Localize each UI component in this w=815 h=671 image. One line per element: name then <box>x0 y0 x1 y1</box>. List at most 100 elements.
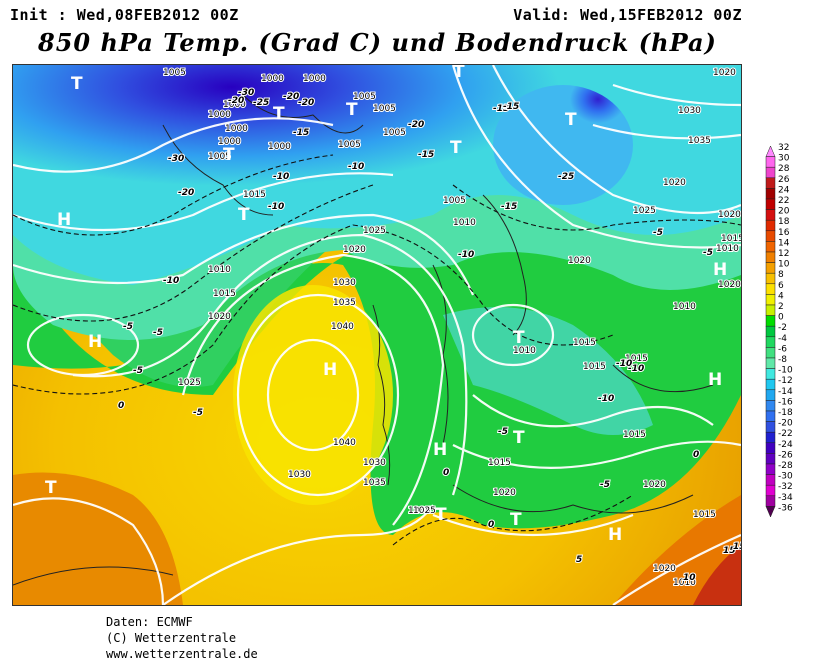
isotherm-label: -10 <box>458 250 474 260</box>
isotherm-label: -5 <box>703 248 713 258</box>
legend-swatch <box>765 145 776 157</box>
legend-swatch <box>765 230 776 242</box>
isobar-label: 1010 <box>673 578 696 588</box>
isotherm-label: 10 <box>683 573 696 583</box>
isobar-label: 1010 <box>513 346 536 356</box>
legend-label: 26 <box>778 175 790 185</box>
pressure-center-label: T <box>71 74 83 94</box>
legend-label: 32 <box>778 143 789 153</box>
legend-swatch <box>765 347 776 359</box>
isotherm-label: -10 <box>268 202 284 212</box>
orange-field-sw <box>13 472 183 605</box>
pressure-center-label: T <box>238 205 250 225</box>
legend-label: -32 <box>778 482 793 492</box>
legend-swatch <box>765 188 776 200</box>
legend-label: -24 <box>778 440 793 450</box>
isotherm-label: -15 <box>493 104 509 114</box>
legend-label: -26 <box>778 450 793 460</box>
legend-label: 30 <box>778 154 790 164</box>
pressure-center-label: T <box>510 510 522 530</box>
isotherm-label: 0 <box>118 401 124 411</box>
isobar-label: 1005 <box>383 128 406 138</box>
isobar-label: 1000 <box>208 110 231 120</box>
legend-label: -10 <box>778 366 793 376</box>
legend-label: 28 <box>778 164 790 174</box>
legend-swatch <box>765 315 776 327</box>
isotherm-label: -5 <box>600 480 610 490</box>
isobar-label: 1030 <box>678 106 701 116</box>
isobar-label: 1020 <box>493 488 516 498</box>
isotherm-label: -15 <box>293 128 309 138</box>
pressure-center-label: H <box>713 260 727 280</box>
data-source: Daten: ECMWF <box>106 615 193 629</box>
isobar-label: 1000 <box>225 124 248 134</box>
legend-label: 18 <box>778 217 790 227</box>
legend-label: 22 <box>778 196 789 206</box>
legend-swatch <box>765 495 776 507</box>
pressure-center-label: T <box>453 65 465 82</box>
legend-label: -30 <box>778 472 793 482</box>
isotherm-label: -15 <box>418 150 434 160</box>
isobar-label: 1020 <box>643 480 666 490</box>
cyan-east <box>443 307 653 435</box>
isotherm-label: -25 <box>558 172 574 182</box>
legend-swatch <box>765 442 776 454</box>
legend-swatch <box>765 272 776 285</box>
legend-swatch <box>765 453 776 465</box>
isobar-label: 1015 <box>213 289 236 299</box>
pressure-center-label: T <box>223 145 235 165</box>
legend-swatch <box>765 431 776 444</box>
isobar-label: 1030 <box>363 458 386 468</box>
isotherm-label: -20 <box>298 98 314 108</box>
isotherm-label: -15 <box>501 202 517 212</box>
isobar-label: 1020 <box>208 312 231 322</box>
legend-swatch <box>765 283 776 295</box>
legend-label: 4 <box>778 291 784 301</box>
legend-swatch <box>765 410 776 422</box>
pressure-center-label: T <box>273 104 285 124</box>
isotherm-label: 5 <box>576 555 582 565</box>
warm-core <box>233 285 393 505</box>
isobar-label: 1015 <box>573 338 596 348</box>
isotherm-label: -5 <box>153 328 163 338</box>
isotherm-label: -10 <box>163 276 179 286</box>
legend-label: 10 <box>778 260 790 270</box>
legend-label: 6 <box>778 281 784 291</box>
copyright: (C) Wetterzentrale <box>106 631 237 645</box>
isobar-label: 1000 <box>303 74 326 84</box>
isobar-label: 1020 <box>653 564 676 574</box>
legend-swatch <box>765 262 776 274</box>
isobar-label: 1005 <box>163 68 186 78</box>
isotherm-label: -10 <box>273 172 289 182</box>
isobar-label: 1010 <box>673 302 696 312</box>
legend-label: 8 <box>778 270 784 280</box>
isotherm-label: -20 <box>228 96 244 106</box>
legend-swatch <box>765 463 776 475</box>
legend-swatch <box>765 336 776 348</box>
isobar-label: 1020 <box>568 256 591 266</box>
legend-swatch <box>765 325 776 338</box>
pressure-center-label: H <box>608 525 622 545</box>
isobar-label: 1005 <box>208 152 231 162</box>
legend-swatch <box>765 219 776 232</box>
legend-swatch <box>765 506 776 518</box>
weather-map: 1005 1000 1000 1005 1000 1000 1000 1000 1005 1000… <box>12 64 742 606</box>
pressure-center-label: H <box>708 370 722 390</box>
website-url: www.wetterzentrale.de <box>106 647 258 661</box>
isobar-label: 1035 <box>363 478 386 488</box>
pressure-center-label: H <box>433 440 447 460</box>
legend-label: -14 <box>778 387 793 397</box>
legend-label: -4 <box>778 334 787 344</box>
legend-label: -28 <box>778 461 793 471</box>
pressure-center-label: H <box>323 360 337 380</box>
isotherm-label: -10 <box>598 394 614 404</box>
isotherm-label: -20 <box>178 188 194 198</box>
legend-swatch <box>765 241 776 253</box>
legend-label: 20 <box>778 207 790 217</box>
chart-title: 850 hPa Temp. (Grad C) und Bodendruck (h… <box>38 28 717 57</box>
isobar-label: 1000 <box>218 137 241 147</box>
isobar-label: 1040 <box>331 322 354 332</box>
legend-swatch <box>765 368 776 380</box>
isobar-label: 1040 <box>333 438 356 448</box>
